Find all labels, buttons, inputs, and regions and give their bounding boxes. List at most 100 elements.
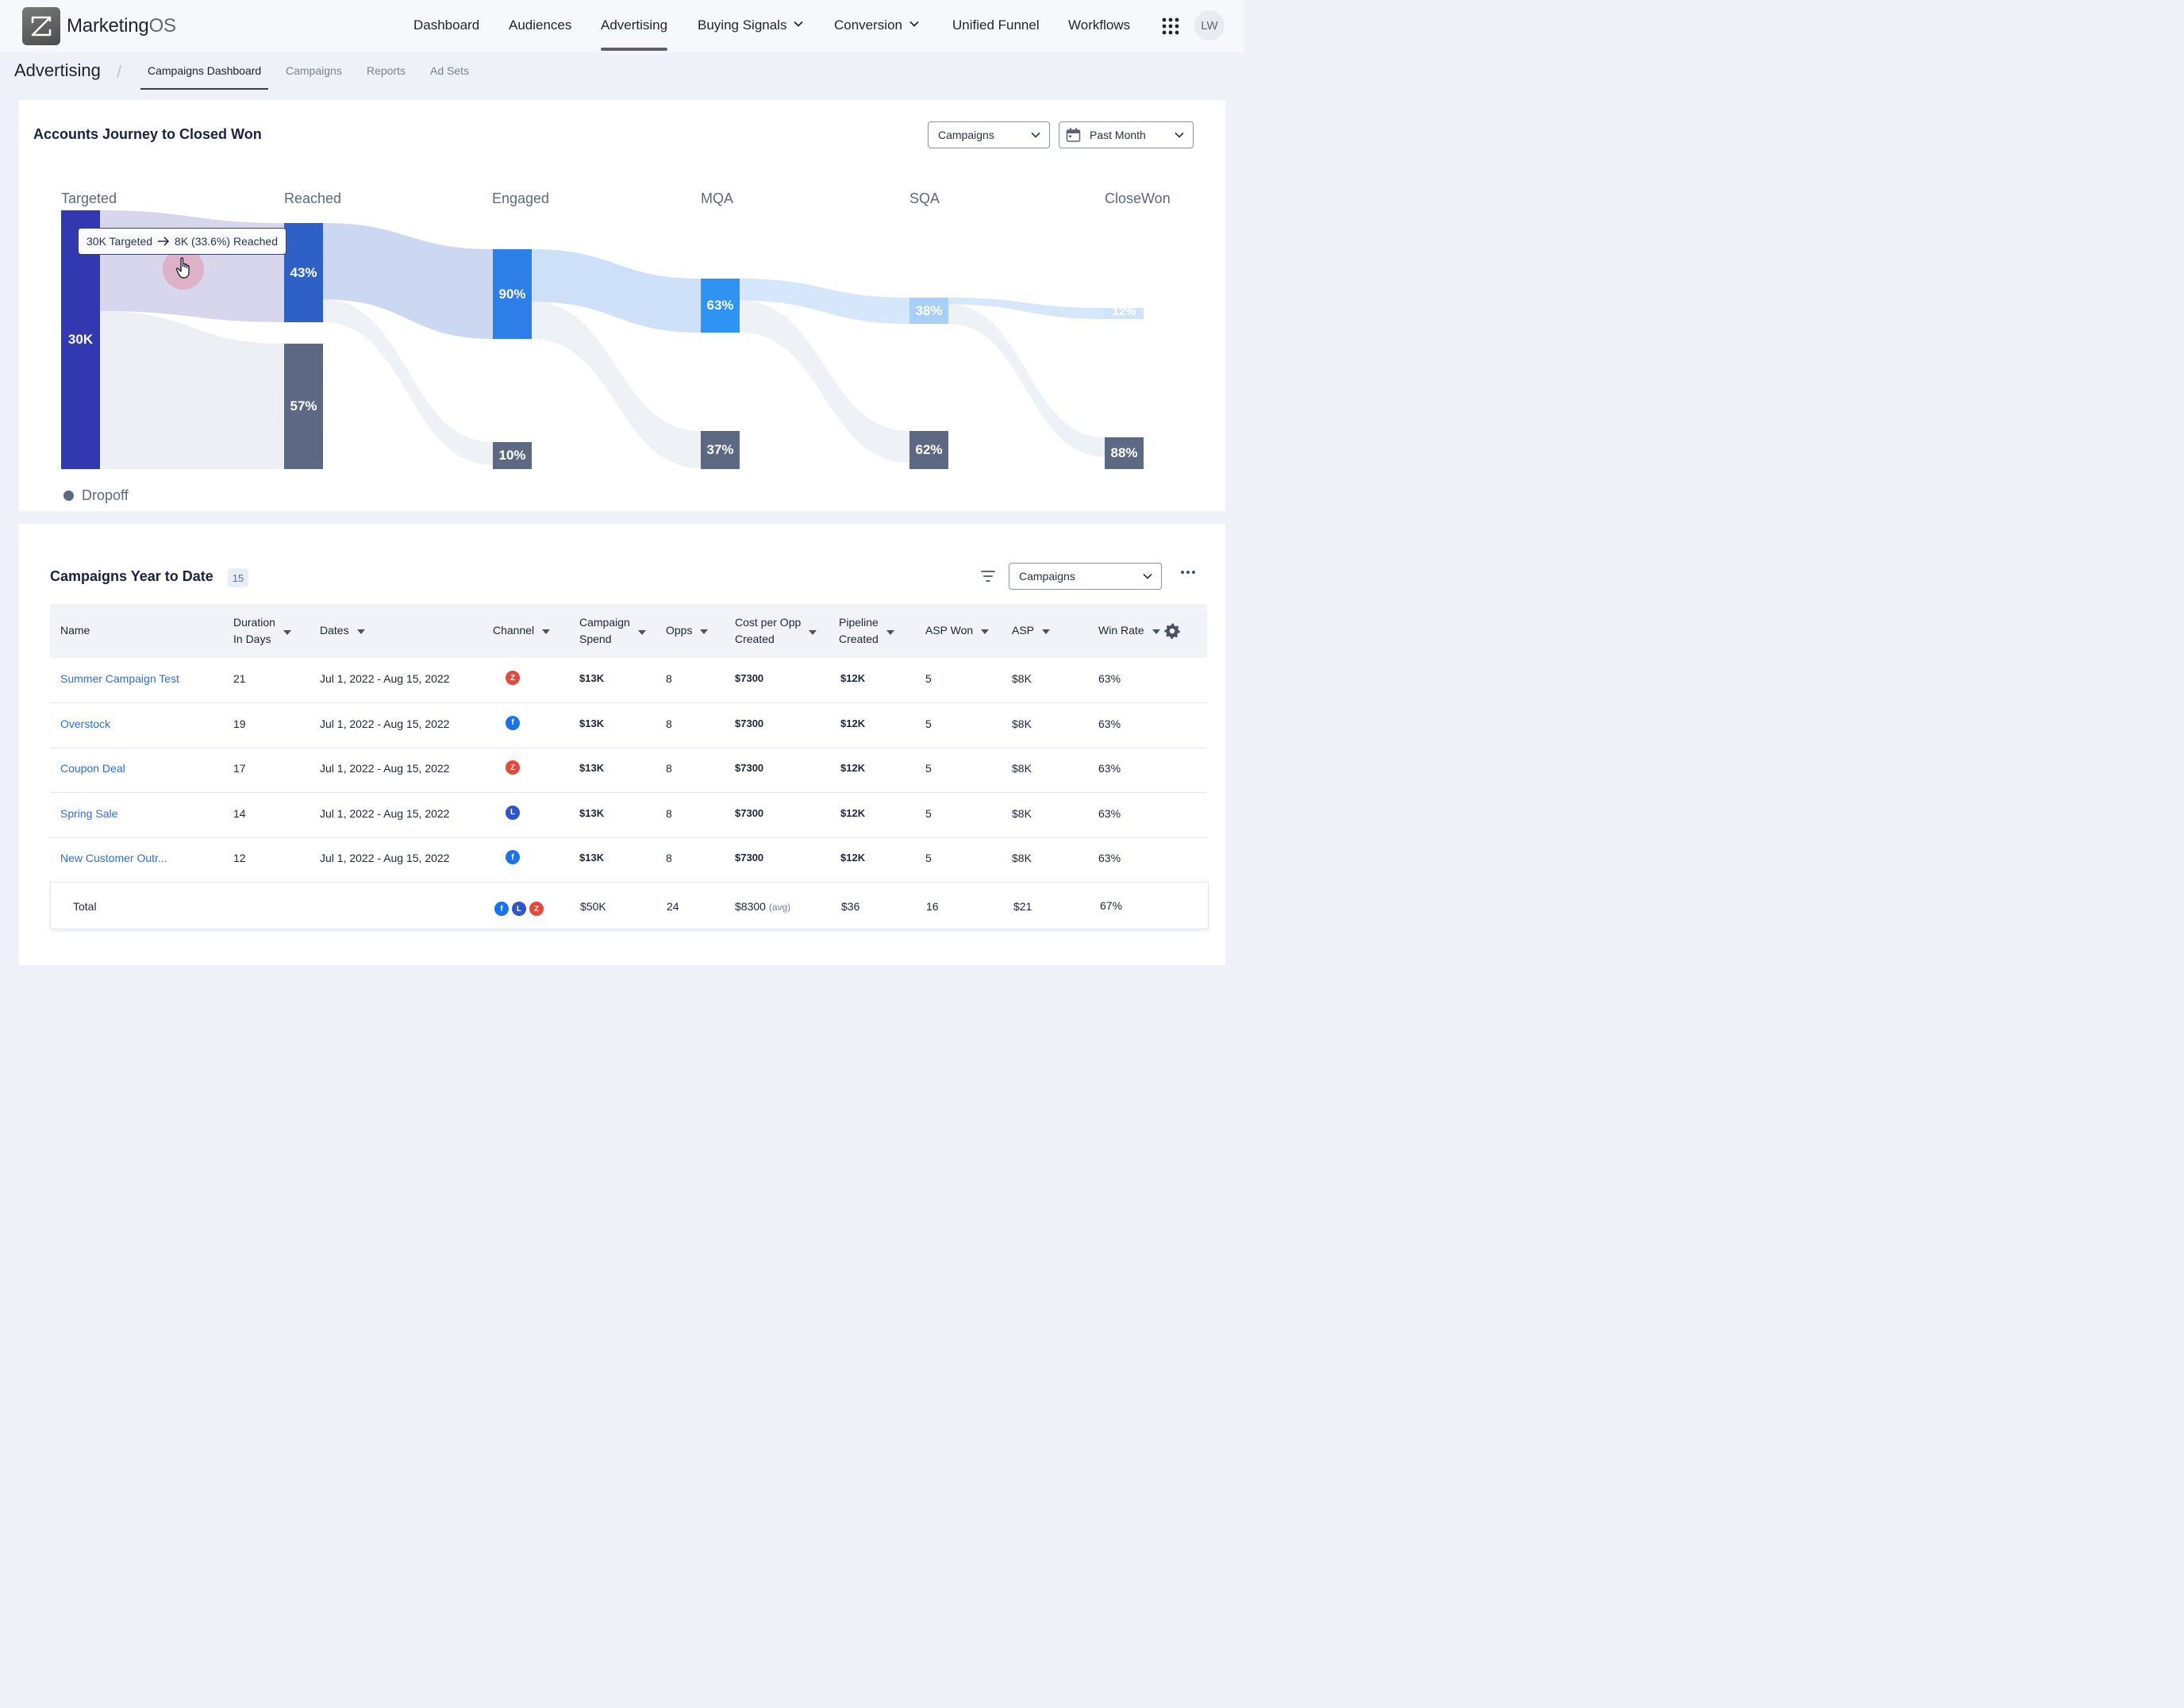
flow-sqa-to-dropoff[interactable] — [948, 304, 1105, 457]
flow-sqa-to-closewon[interactable] — [948, 298, 1105, 319]
column-header-pipeline[interactable]: Pipeline Created — [839, 614, 894, 648]
filter-icon[interactable] — [981, 570, 995, 583]
bar-mqa-dropoff[interactable] — [701, 431, 740, 469]
bar-engaged-pass[interactable] — [493, 249, 532, 339]
flow-mqa-to-dropoff[interactable] — [740, 300, 909, 464]
cost-per-opp-cell: $7300 — [735, 806, 764, 819]
nav-item-workflows[interactable]: Workflows — [1068, 17, 1131, 33]
bar-sqa-dropoff[interactable] — [909, 431, 948, 469]
table-row[interactable]: Summer Campaign Test 21 Jul 1, 2022 - Aug … — [50, 658, 1207, 703]
flow-reached-to-dropoff[interactable] — [323, 299, 493, 465]
bar-reached-dropoff[interactable] — [284, 344, 323, 469]
nav-item-conversion[interactable]: Conversion — [834, 17, 920, 33]
sort-caret-icon[interactable] — [1152, 622, 1160, 639]
campaign-name-link[interactable]: Summer Campaign Test — [60, 672, 179, 685]
bar-reached-pass[interactable] — [284, 223, 323, 322]
app-logo[interactable]: MarketingOS — [22, 7, 176, 45]
total-asp-won: 16 — [926, 900, 939, 913]
campaign-name-link[interactable]: Spring Sale — [60, 806, 118, 820]
pipeline-cell: $12K — [840, 852, 866, 864]
sort-caret-icon[interactable] — [542, 622, 551, 639]
apps-grid-icon[interactable] — [1162, 17, 1179, 35]
stage-label-mqa: MQA — [701, 190, 734, 206]
nav-item-advertising[interactable]: Advertising — [601, 17, 668, 51]
table-row[interactable]: Spring Sale 14 Jul 1, 2022 - Aug 15, 2022 $… — [50, 793, 1207, 838]
pipeline-cell: $12K — [840, 717, 866, 729]
win-rate-cell: 63% — [1098, 852, 1121, 865]
bar-label-mqa-pass: 63% — [706, 298, 734, 313]
tab-campaigns[interactable]: Campaigns — [286, 64, 342, 77]
flow-reached-to-engaged[interactable] — [323, 223, 493, 339]
bar-sqa-pass[interactable] — [909, 298, 948, 324]
sort-caret-icon[interactable] — [809, 623, 817, 640]
column-header-cost-per-opp[interactable]: Cost per Opp Created — [735, 614, 817, 648]
chevron-down-icon — [1175, 132, 1184, 138]
column-header-dates[interactable]: Dates — [320, 622, 365, 639]
nav-item-audiences[interactable]: Audiences — [509, 17, 572, 33]
asp-cell: $8K — [1012, 806, 1032, 820]
asp-cell: $8K — [1012, 717, 1032, 730]
dates-cell: Jul 1, 2022 - Aug 15, 2022 — [320, 852, 450, 865]
spend-cell: $13K — [579, 717, 605, 729]
table-row[interactable]: Overstock 19 Jul 1, 2022 - Aug 15, 2022 $13… — [50, 703, 1207, 748]
column-header-asp[interactable]: ASP — [1012, 622, 1051, 639]
sort-caret-icon[interactable] — [700, 622, 709, 639]
linkedin-icon: L — [506, 805, 520, 820]
column-header-opps[interactable]: Opps — [666, 622, 709, 639]
sort-caret-icon[interactable] — [981, 622, 990, 639]
sort-caret-icon[interactable] — [283, 623, 291, 640]
tab-campaigns-dashboard[interactable]: Campaigns Dashboard — [140, 64, 269, 90]
bar-closewon-pass[interactable] — [1105, 308, 1144, 319]
sort-caret-icon[interactable] — [637, 623, 646, 640]
campaign-name-link[interactable]: Coupon Deal — [60, 762, 125, 775]
nav-item-buying-signals[interactable]: Buying Signals — [698, 17, 804, 33]
column-settings-gear-icon[interactable] — [1164, 623, 1180, 639]
total-spend: $50K — [580, 900, 606, 913]
table-row[interactable]: Coupon Deal 17 Jul 1, 2022 - Aug 15, 2022 $… — [50, 748, 1207, 794]
dates-cell: Jul 1, 2022 - Aug 15, 2022 — [320, 672, 450, 685]
user-avatar[interactable]: LW — [1194, 10, 1225, 40]
column-header-campaign[interactable]: Campaign Spend — [579, 614, 646, 648]
sort-caret-icon[interactable] — [886, 623, 894, 640]
bar-mqa-pass[interactable] — [701, 279, 740, 333]
column-header-channel[interactable]: Channel — [493, 622, 551, 639]
column-header-win-rate[interactable]: Win Rate — [1098, 622, 1160, 639]
stage-label-targeted: Targeted — [61, 190, 117, 206]
journey-filter-dropdown[interactable]: Campaigns — [928, 121, 1050, 148]
nav-item-dashboard[interactable]: Dashboard — [413, 17, 480, 33]
bar-closewon-dropoff[interactable] — [1105, 437, 1144, 469]
duration-cell: 19 — [233, 717, 246, 730]
column-header-duration[interactable]: Duration In Days — [233, 614, 291, 648]
bar-label-sqa-dropoff: 62% — [915, 442, 943, 457]
asp-cell: $8K — [1012, 672, 1032, 685]
bar-engaged-dropoff[interactable] — [493, 442, 532, 469]
journey-card: Accounts Journey to Closed Won Campaigns… — [19, 100, 1225, 511]
sort-caret-icon[interactable] — [356, 622, 365, 639]
chevron-down-icon — [1143, 573, 1152, 579]
flow-mqa-to-sqa[interactable] — [740, 279, 909, 324]
campaign-name-link[interactable]: Overstock — [60, 717, 111, 730]
flow-engaged-to-mqa[interactable] — [532, 249, 701, 333]
flow-engaged-to-dropoff[interactable] — [532, 302, 701, 468]
total-pipeline: $36 — [841, 900, 860, 913]
column-header-asp-won[interactable]: ASP Won — [925, 622, 990, 639]
tab-reports[interactable]: Reports — [367, 64, 406, 77]
column-header-name[interactable]: Name — [60, 624, 90, 637]
table-row[interactable]: New Customer Outr... 12 Jul 1, 2022 - Aug … — [50, 837, 1207, 883]
bar-label-engaged-dropoff: 10% — [498, 448, 526, 463]
legend-dropoff: Dropoff — [63, 487, 129, 504]
pipeline-cell: $12K — [840, 762, 866, 775]
campaign-name-link[interactable]: New Customer Outr... — [60, 852, 167, 865]
nav-item-unified-funnel[interactable]: Unified Funnel — [952, 17, 1040, 33]
sort-caret-icon[interactable] — [1042, 622, 1051, 639]
flow-targeted-to-dropoff[interactable] — [100, 311, 284, 469]
dates-cell: Jul 1, 2022 - Aug 15, 2022 — [320, 806, 450, 820]
table-header: Name Duration In Days Dates Channel Campaign S… — [50, 604, 1207, 658]
tab-ad-sets[interactable]: Ad Sets — [430, 64, 470, 77]
more-options-icon[interactable] — [1180, 570, 1196, 575]
bar-label-closewon-dropoff: 88% — [1110, 445, 1138, 460]
journey-title: Accounts Journey to Closed Won — [33, 126, 262, 142]
campaigns-dropdown[interactable]: Campaigns — [1009, 563, 1162, 590]
date-range-dropdown[interactable]: Past Month — [1059, 121, 1194, 148]
stage-label-closewon: CloseWon — [1105, 190, 1171, 206]
